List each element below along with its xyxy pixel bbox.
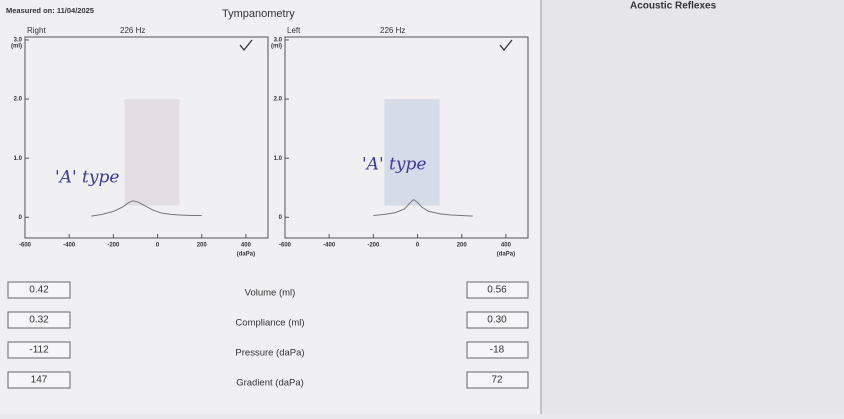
- y-tick-label: 2.0: [274, 97, 283, 103]
- x-tick-label: 400: [501, 243, 512, 249]
- ear-label: Left: [287, 26, 301, 35]
- right-value: -112: [29, 345, 49, 356]
- y-tick-label: 3.0: [14, 38, 23, 44]
- x-tick-label: 0: [416, 243, 420, 249]
- x-tick-label: -200: [367, 243, 380, 249]
- tympanometry-panel: [0, 0, 541, 414]
- checkmark: [239, 39, 253, 52]
- left-value: 72: [491, 375, 503, 386]
- right-value-box: [7, 281, 71, 299]
- left-value-box: [466, 311, 529, 329]
- x-unit: (daPa): [237, 252, 255, 258]
- checkmark: [499, 39, 513, 52]
- handwritten-note: 'A' type: [55, 168, 119, 188]
- plot-frame: [24, 36, 269, 239]
- measured-on: Measured on: 11/04/2025: [6, 6, 94, 15]
- title: Tympanometry: [222, 8, 295, 20]
- x-tick-label: -400: [63, 243, 76, 249]
- measure-label: Compliance (ml): [235, 318, 304, 329]
- measure-label: Pressure (daPa): [235, 348, 304, 359]
- y-tick-label: 3.0: [274, 38, 283, 44]
- plot-frame: [284, 36, 529, 239]
- x-unit: (daPa): [497, 252, 515, 258]
- left-value-box: [466, 371, 529, 389]
- y-tick-label: 1.0: [274, 156, 283, 162]
- y-unit: (ml): [11, 44, 22, 50]
- left-value: 0.56: [487, 285, 507, 296]
- measure-label: Gradient (daPa): [236, 378, 304, 389]
- y-tick-label: 0: [19, 215, 23, 221]
- frequency-label: 226 Hz: [120, 26, 145, 35]
- ear-label: Right: [27, 26, 46, 35]
- left-value: -18: [490, 345, 505, 356]
- y-tick-label: 0: [279, 215, 283, 221]
- y-tick-label: 1.0: [14, 156, 23, 162]
- normal-region: [124, 99, 180, 206]
- x-tick-label: -200: [107, 243, 120, 249]
- reflexes-title: Acoustic Reflexes: [630, 1, 717, 12]
- x-tick-label: -400: [323, 243, 336, 249]
- x-tick-label: 400: [241, 243, 252, 249]
- y-tick-label: 2.0: [14, 97, 23, 103]
- x-tick-label: -600: [279, 243, 292, 249]
- y-unit: (ml): [271, 44, 282, 50]
- right-value-box: [7, 311, 71, 329]
- right-value-box: [7, 341, 71, 359]
- right-value: 0.42: [29, 285, 49, 296]
- frequency-label: 226 Hz: [380, 26, 405, 35]
- left-value-box: [466, 341, 529, 359]
- right-value-box: [7, 371, 71, 389]
- reflex-panel: [541, 0, 844, 414]
- x-tick-label: 200: [457, 243, 468, 249]
- right-value: 147: [31, 375, 48, 386]
- left-value-box: [466, 281, 529, 299]
- tympanogram-curve: [91, 200, 202, 217]
- x-tick-label: 200: [197, 243, 208, 249]
- x-tick-label: 0: [156, 243, 160, 249]
- tympanogram-curve: [373, 198, 473, 217]
- handwritten-note: 'A' type: [362, 155, 426, 175]
- normal-region: [384, 99, 440, 206]
- right-value: 0.32: [29, 315, 49, 326]
- x-tick-label: -600: [19, 243, 32, 249]
- measure-label: Volume (ml): [245, 288, 296, 299]
- left-value: 0.30: [487, 315, 507, 326]
